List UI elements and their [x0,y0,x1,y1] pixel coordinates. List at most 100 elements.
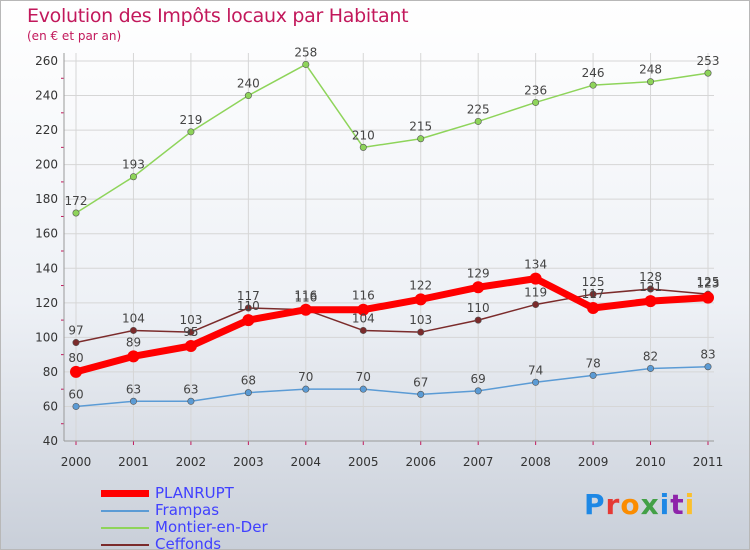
legend-item: Ceffonds [101,535,361,550]
data-label: 110 [237,299,260,313]
data-label: 117 [237,289,260,303]
data-label: 246 [582,66,605,80]
data-point [184,340,197,352]
y-tick-label: 220 [35,123,58,137]
x-tick-label: 2004 [291,455,322,469]
y-tick-label: 260 [35,54,58,68]
y-tick-label: 80 [43,365,58,379]
data-label: 74 [528,363,543,377]
series-line [75,365,709,408]
data-label: 119 [524,286,547,300]
logo-letter: t [670,488,685,521]
x-tick-label: 2000 [61,455,92,469]
data-label: 121 [639,280,662,294]
data-label: 123 [697,277,720,291]
data-point [474,387,482,395]
chart-legend: PLANRUPT Frampas Montier-en-Der Ceffonds [101,484,361,550]
y-tick-label: 120 [35,296,58,310]
data-point [299,303,312,316]
data-point [129,173,137,181]
data-label: 67 [413,375,428,389]
data-point [474,117,482,125]
data-point [589,290,597,298]
data-point [532,378,540,386]
data-label: 240 [237,77,260,91]
logo-letter: r [605,488,621,521]
data-label: 219 [179,113,202,127]
data-point [70,365,82,378]
data-label: 70 [298,370,313,384]
logo-letter: o [620,488,641,521]
logo-letter: i [659,488,671,521]
data-point [647,364,655,372]
data-point [532,98,540,106]
data-label: 215 [409,120,432,134]
data-label: 236 [524,83,547,97]
data-point [417,390,425,398]
data-label: 225 [467,102,490,116]
y-tick-label: 180 [35,192,58,206]
data-label: 60 [68,387,83,401]
x-tick-label: 2007 [463,455,494,469]
data-point [242,314,255,327]
data-label: 193 [122,158,145,172]
series-line [75,288,709,344]
data-point [417,135,425,143]
data-point [414,293,427,306]
data-point [244,389,252,397]
data-label: 128 [639,270,662,284]
data-label: 104 [352,311,375,325]
x-tick-label: 2011 [693,455,724,469]
legend-swatch [101,544,149,546]
data-point [647,285,655,293]
y-tick-label: 60 [43,399,58,413]
data-point [187,328,195,336]
data-point [359,326,367,334]
data-point [72,339,80,347]
data-label: 68 [241,374,256,388]
data-label: 129 [467,266,490,280]
data-label: 258 [294,45,317,59]
data-label: 80 [68,351,83,365]
x-tick-label: 2006 [405,455,436,469]
data-point [472,281,485,294]
x-tick-label: 2002 [176,455,207,469]
data-point [704,69,712,77]
legend-label: Ceffonds [155,535,222,550]
data-point [302,60,310,68]
data-label: 248 [639,63,662,77]
data-point [647,78,655,86]
data-label: 116 [352,289,375,303]
data-label: 172 [65,194,88,208]
data-point [244,92,252,100]
proxiti-logo: Proxiti [584,488,695,521]
legend-item: PLANRUPT [101,484,361,502]
y-tick-label: 140 [35,261,58,275]
data-label: 210 [352,128,375,142]
x-tick-label: 2001 [118,455,149,469]
data-label: 125 [697,275,720,289]
data-point [302,385,310,393]
series-line [75,63,709,214]
logo-letter: x [640,488,660,521]
gridlines [64,53,714,442]
data-point [187,397,195,405]
data-label: 122 [409,278,432,292]
x-tick-label: 2003 [233,455,264,469]
data-labels: 172 193 219 240 258 210 215 225 236 246 248 253 97 10… [65,45,720,401]
data-point [72,402,80,410]
y-tick-label: 240 [35,89,58,103]
data-point [702,291,714,304]
data-point [589,371,597,379]
data-label: 253 [697,54,720,68]
data-label: 95 [183,325,198,339]
data-label: 69 [471,372,486,386]
series-line [72,275,712,376]
data-point [474,316,482,324]
data-point [589,81,597,89]
data-point [532,301,540,309]
data-label: 110 [467,301,490,315]
data-point [359,385,367,393]
